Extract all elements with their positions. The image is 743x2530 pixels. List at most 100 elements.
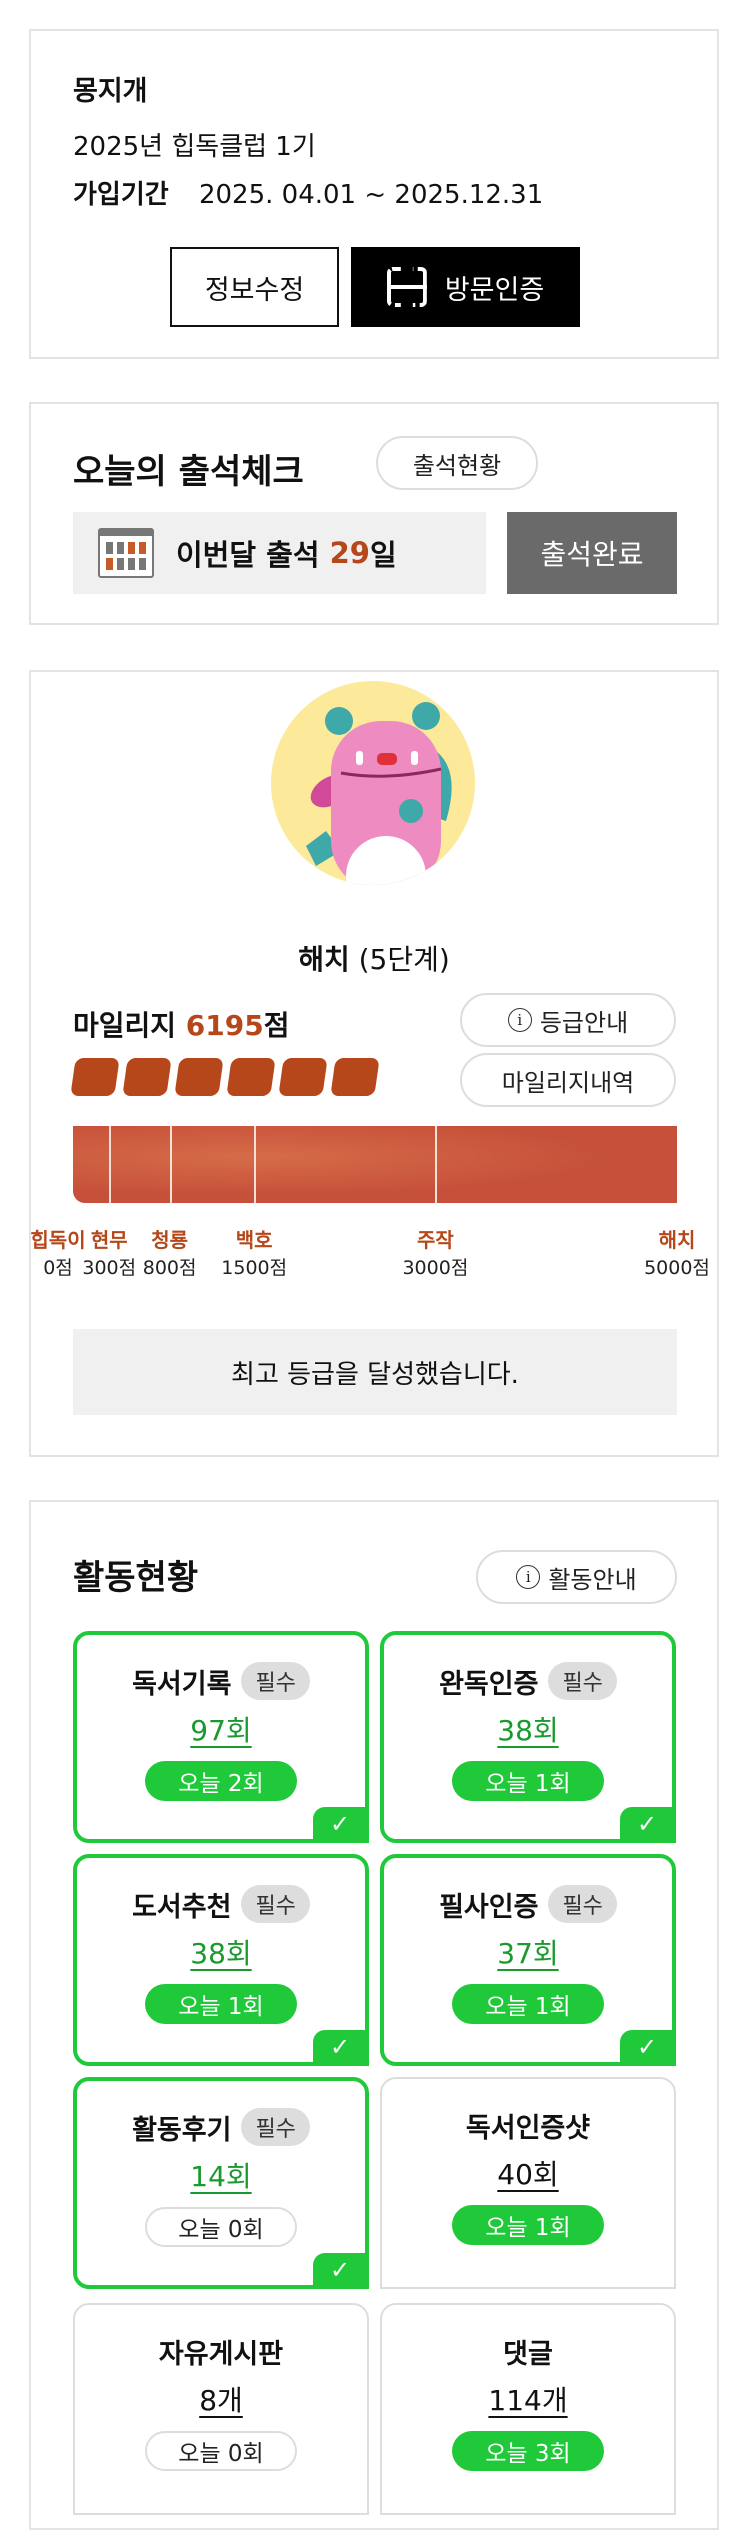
today-count-badge: 오늘 1회 xyxy=(145,1984,297,2024)
mileage-history-label: 마일리지내역 xyxy=(501,1068,635,1097)
level-name: 청룡 xyxy=(151,1228,189,1252)
attendance-status-button[interactable]: 출석현황 xyxy=(376,436,538,490)
level-name: 백호 xyxy=(235,1228,273,1252)
member-name: 몽지개 xyxy=(73,76,148,107)
required-badge: 필수 xyxy=(241,1662,310,1700)
today-count-badge: 오늘 3회 xyxy=(452,2431,604,2471)
activity-count-link[interactable]: 114개 xyxy=(488,2384,568,2417)
today-count-badge: 오늘 1회 xyxy=(452,2205,604,2245)
activity-count-link[interactable]: 8개 xyxy=(199,2384,243,2417)
level-name: 힙독이 xyxy=(30,1228,86,1252)
visit-verify-label: 방문인증 xyxy=(444,274,545,306)
level-points: 3000점 xyxy=(402,1257,469,1279)
info-icon: i xyxy=(516,1565,541,1589)
activity-title: 도서추천 xyxy=(132,1891,232,1923)
activity-title: 독서인증샷 xyxy=(465,2112,591,2144)
level-name: 해치 xyxy=(658,1228,696,1252)
activity-title: 독서기록 xyxy=(132,1668,232,1700)
today-count-badge: 오늘 2회 xyxy=(145,1761,297,1801)
activity-count-link[interactable]: 14회 xyxy=(190,2160,252,2193)
period-label: 가입기간 xyxy=(73,180,169,210)
month-prefix: 이번달 출석 xyxy=(176,538,330,572)
mileage-unit: 점 xyxy=(263,1009,290,1042)
mileage-block xyxy=(226,1058,276,1096)
level-divider xyxy=(435,1126,438,1203)
attendance-done-label: 출석완료 xyxy=(540,538,644,571)
monthly-attendance-box: 이번달 출석 29 일 xyxy=(73,512,486,594)
grade-level: 힙독이 0점 xyxy=(30,1224,85,1280)
mileage-block xyxy=(278,1058,328,1096)
month-suffix: 일 xyxy=(369,538,397,572)
required-badge: 필수 xyxy=(241,1885,310,1923)
month-count: 29 xyxy=(329,536,370,570)
grade-levels: 힙독이 0점 현무 300점 청룡 800점 백호 1500점 주작 3000점 해치 5000점 xyxy=(30,1224,710,1284)
activity-count-link[interactable]: 97회 xyxy=(190,1714,252,1747)
profile-card: 몽지개 2025년 힙독클럽 1기 가입기간 2025. 04.01 ~ 202… xyxy=(29,29,719,359)
grade-guide-button[interactable]: i 등급안내 xyxy=(460,993,676,1047)
grade-card: 해치 (5단계) 마일리지 6195점 i 등급안내 마일리지내역 힙독이 0점 현무… xyxy=(29,670,719,1457)
grade-progress-bar xyxy=(73,1126,677,1203)
activity-title: 자유게시판 xyxy=(158,2338,284,2370)
grade-level: 주작 3000점 xyxy=(402,1224,468,1280)
period-value: 2025. 04.01 ~ 2025.12.31 xyxy=(198,180,544,210)
level-name: 주작 xyxy=(416,1228,454,1252)
grade-blocks xyxy=(70,1058,380,1096)
scan-icon xyxy=(386,267,427,307)
check-icon: ✓ xyxy=(313,2030,365,2062)
activity-count-link[interactable]: 37회 xyxy=(497,1937,559,1970)
level-name: 현무 xyxy=(90,1228,128,1252)
club-name: 2025년 힙독클럽 1기 xyxy=(73,132,316,162)
level-points: 0점 xyxy=(43,1257,73,1279)
mileage-label: 마일리지 xyxy=(73,1009,186,1042)
mileage-block xyxy=(70,1058,120,1096)
activity-title: 완독인증 xyxy=(439,1668,539,1700)
activity-item[interactable]: 필사인증 필수 37회 오늘 1회 ✓ xyxy=(380,1854,676,2066)
check-icon: ✓ xyxy=(620,1807,672,1839)
activity-guide-label: 활동안내 xyxy=(548,1565,637,1594)
attendance-status-label: 출석현황 xyxy=(412,451,502,480)
activity-count-link[interactable]: 38회 xyxy=(190,1937,252,1970)
info-icon: i xyxy=(507,1008,532,1032)
grade-level: 청룡 800점 xyxy=(143,1224,197,1280)
activity-guide-button[interactable]: i 활동안내 xyxy=(476,1550,677,1604)
today-count-badge: 오늘 0회 xyxy=(145,2431,297,2471)
grade-level: 현무 300점 xyxy=(82,1224,136,1280)
calendar-icon xyxy=(98,528,154,578)
grade-stage: (5단계) xyxy=(358,943,450,976)
activity-count-link[interactable]: 40회 xyxy=(497,2158,559,2191)
activity-item[interactable]: 완독인증 필수 38회 오늘 1회 ✓ xyxy=(380,1631,676,1843)
level-points: 5000점 xyxy=(644,1257,710,1279)
grade-name: 해치 xyxy=(298,943,350,976)
activity-item[interactable]: 활동후기 필수 14회 오늘 0회 ✓ xyxy=(73,2077,369,2289)
attendance-card: 오늘의 출석체크 출석현황 이번달 출석 29 일 출석완료 xyxy=(29,402,719,625)
activity-title: 필사인증 xyxy=(439,1891,539,1923)
mileage-history-button[interactable]: 마일리지내역 xyxy=(460,1053,676,1107)
grade-level: 백호 1500점 xyxy=(221,1224,287,1280)
visit-verify-button[interactable]: 방문인증 xyxy=(351,247,580,327)
level-divider xyxy=(169,1126,172,1203)
activity-title: 댓글 xyxy=(503,2338,553,2370)
activity-count-link[interactable]: 38회 xyxy=(497,1714,559,1747)
grade-level: 해치 5000점 xyxy=(644,1224,710,1280)
character-avatar xyxy=(271,681,475,885)
activity-card: 활동현황 i 활동안내 독서기록 필수 97회 오늘 2회 ✓ 완독인증 필수 38회 오늘 1회… xyxy=(29,1500,719,2530)
required-badge: 필수 xyxy=(241,2108,310,2146)
today-count-badge: 오늘 1회 xyxy=(452,1761,604,1801)
grade-title: 해치 (5단계) xyxy=(31,938,717,978)
edit-info-button[interactable]: 정보수정 xyxy=(170,247,339,327)
activity-title: 활동후기 xyxy=(132,2114,232,2146)
mileage-row: 마일리지 6195점 xyxy=(73,1004,290,1044)
grade-guide-label: 등급안내 xyxy=(539,1008,629,1037)
attendance-done-button[interactable]: 출석완료 xyxy=(507,512,677,594)
check-icon: ✓ xyxy=(313,1807,365,1839)
level-divider xyxy=(109,1126,112,1203)
mileage-block xyxy=(122,1058,172,1096)
period-row: 가입기간 2025. 04.01 ~ 2025.12.31 xyxy=(73,174,543,211)
required-badge: 필수 xyxy=(548,1885,617,1923)
edit-info-label: 정보수정 xyxy=(204,274,305,306)
